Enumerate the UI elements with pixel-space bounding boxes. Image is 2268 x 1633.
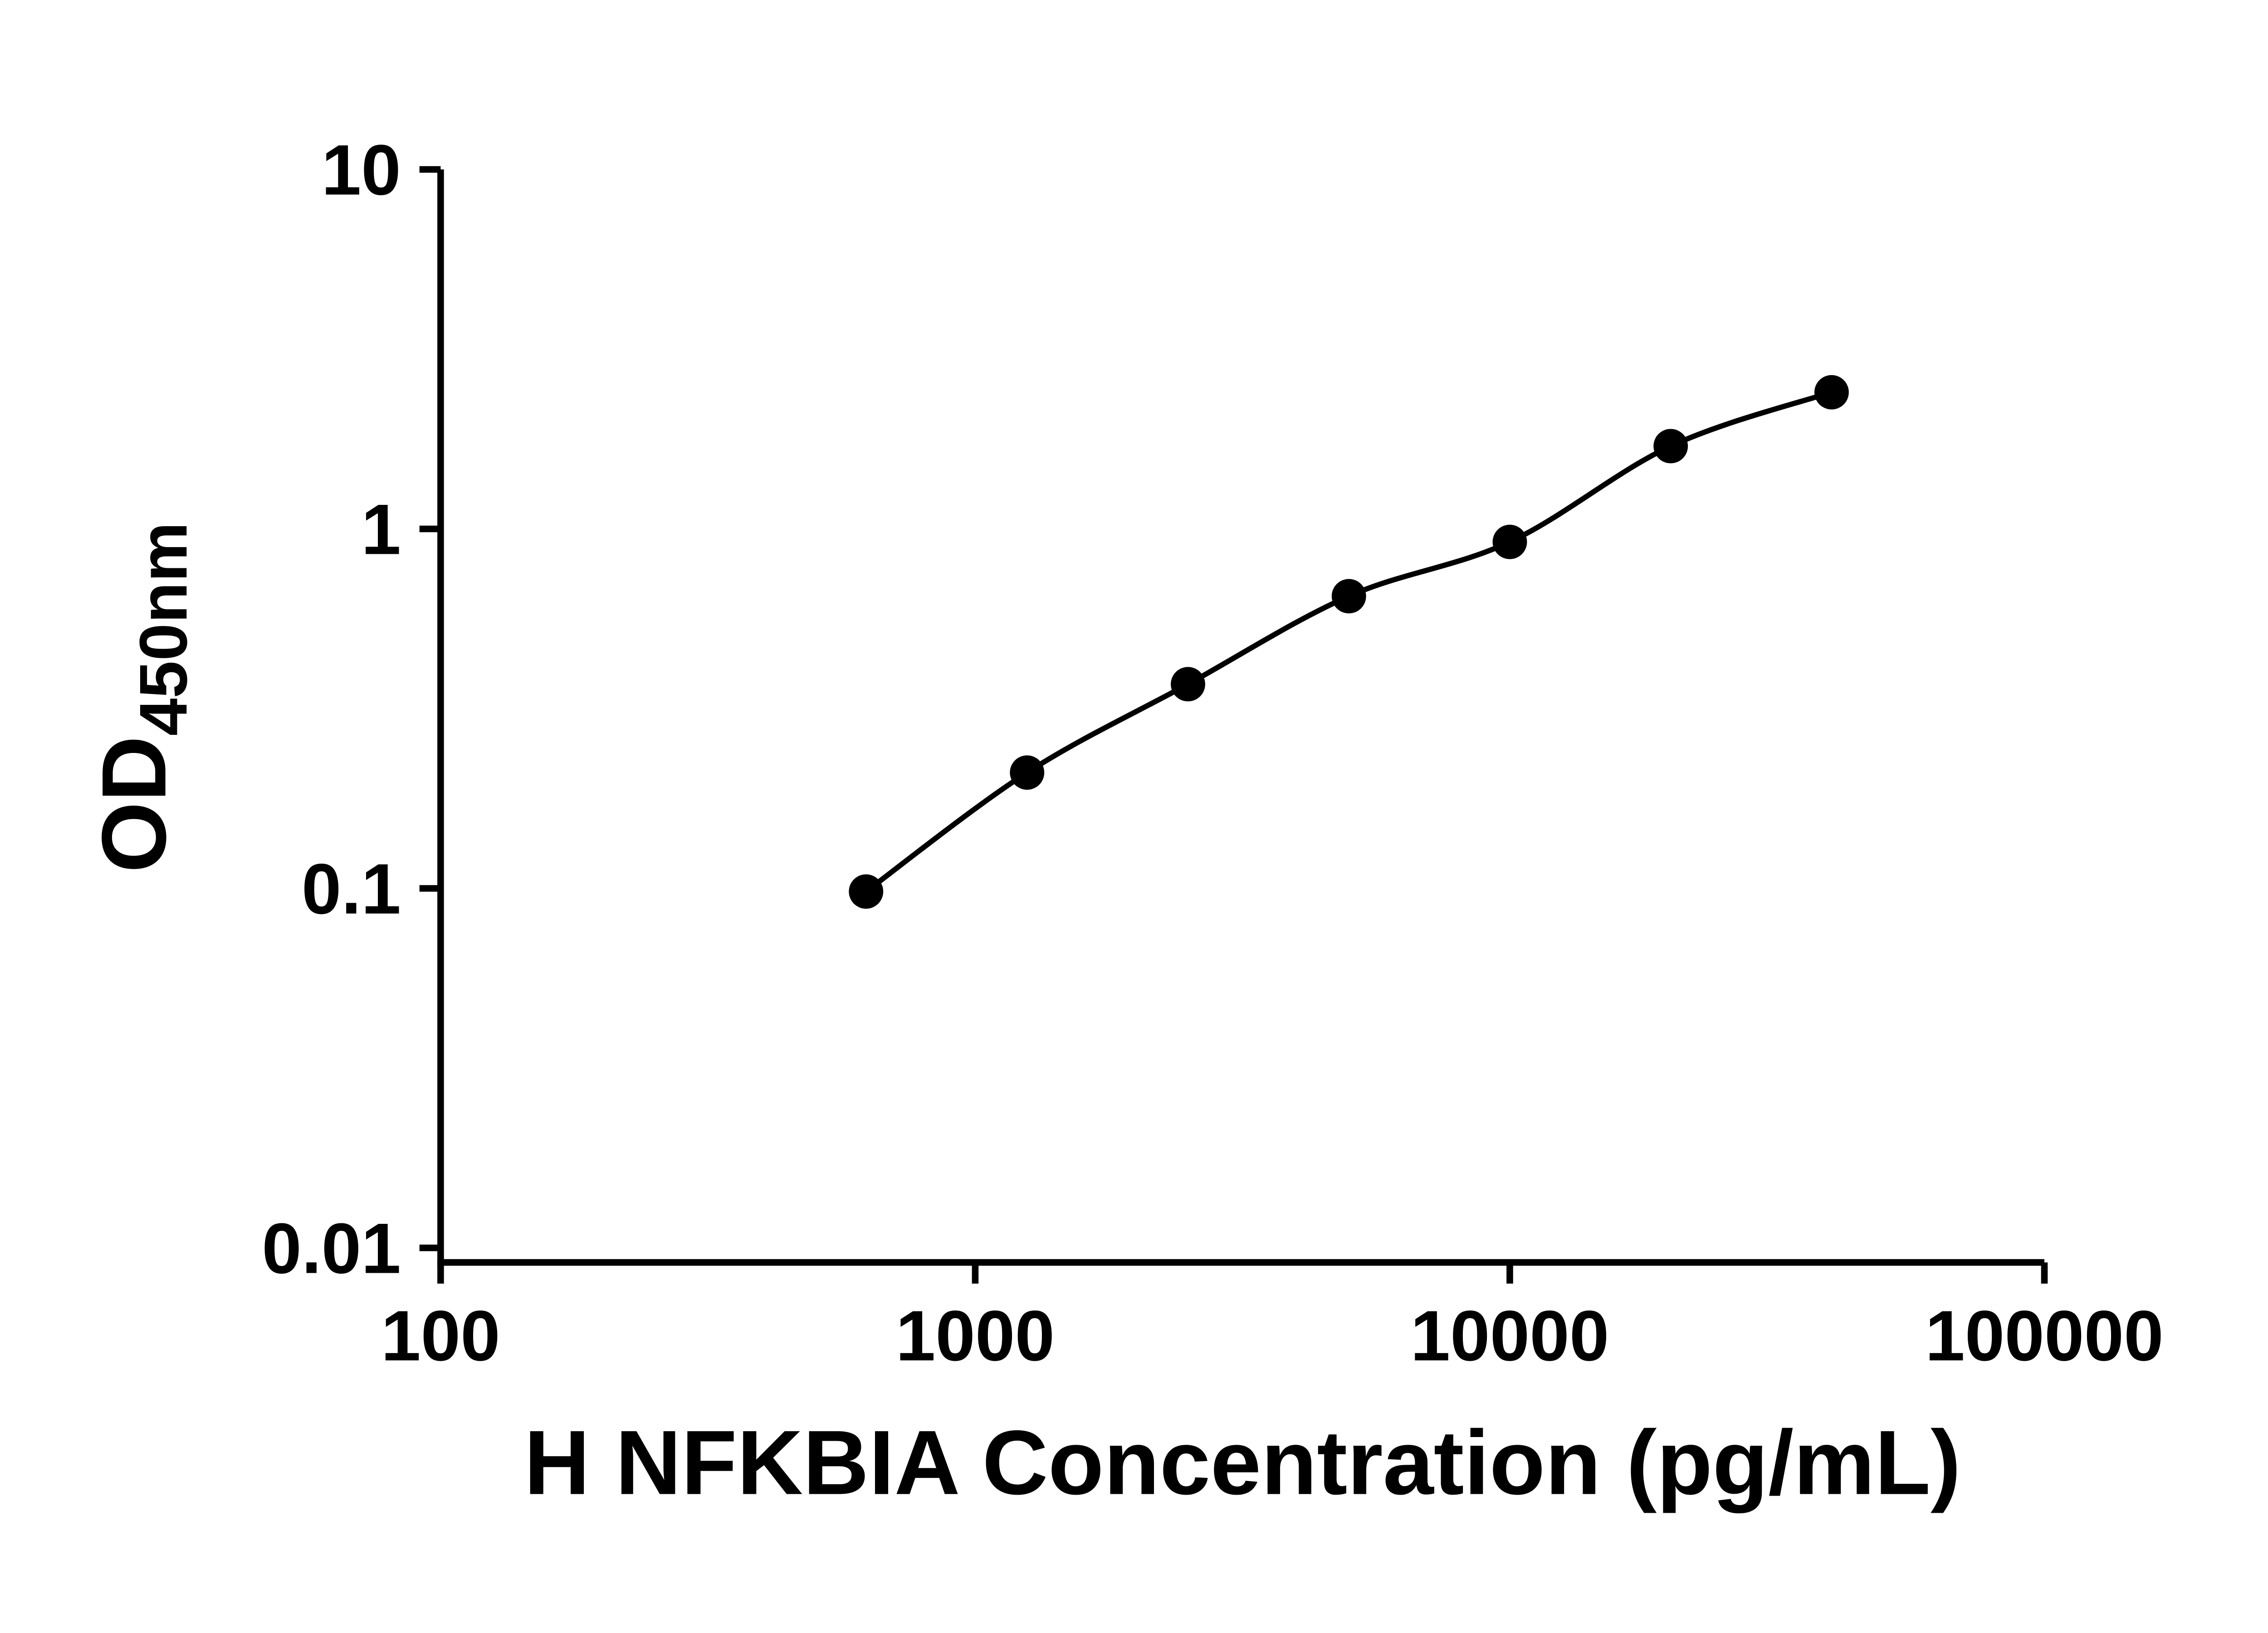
x-tick-label: 10000 <box>1410 1296 1609 1376</box>
y-tick-label: 1 <box>361 489 401 569</box>
plot-layer: 0.01 0.1 1 10 100 1000 10000 100000 <box>262 130 2163 1376</box>
data-point-marker <box>1492 524 1527 559</box>
y-tick-label: 10 <box>322 130 401 210</box>
x-tick-label: 100 <box>381 1296 500 1376</box>
y-tick-label: 0.01 <box>262 1208 401 1288</box>
data-point-marker <box>849 874 884 909</box>
x-axis-title: H NFKBIA Concentration (pg/mL) <box>524 1412 1961 1514</box>
y-tick-label: 0.1 <box>302 849 401 929</box>
standard-curve-line <box>864 390 1833 894</box>
data-point-marker <box>1331 579 1366 614</box>
data-point-marker <box>1653 429 1688 464</box>
y-axis-title-main: OD <box>83 736 185 873</box>
x-tick-label: 100000 <box>1925 1296 2164 1376</box>
data-point-marker <box>1171 667 1205 702</box>
y-axis-title-subscript: 450nm <box>125 522 201 736</box>
data-point-marker <box>1010 755 1045 790</box>
x-tick-label: 1000 <box>896 1296 1055 1376</box>
y-axis-title: OD450nm <box>83 522 201 873</box>
data-point-marker <box>1814 375 1849 410</box>
